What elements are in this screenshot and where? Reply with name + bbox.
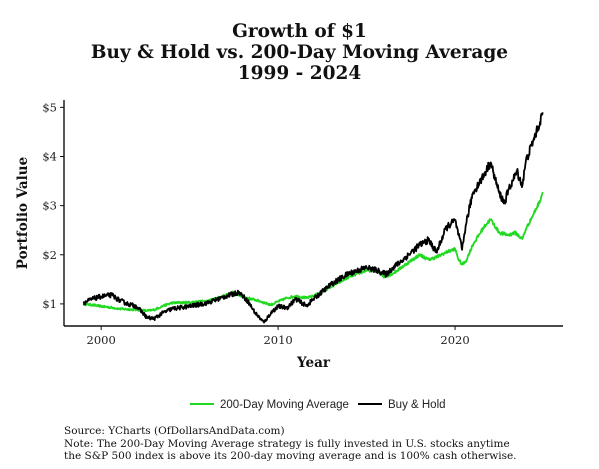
x-axis-title: Year (296, 355, 331, 371)
x-tick-label: 2000 (87, 333, 116, 347)
chart-title-line-3: 1999 - 2024 (237, 63, 362, 84)
series-layer (82, 112, 544, 324)
legend: 200-Day Moving Average Buy & Hold (190, 399, 446, 411)
chart-title-line-1: Growth of $1 (232, 21, 367, 42)
y-axis-title: Portfolio Value (15, 157, 31, 269)
footer-notes: Source: YCharts (OfDollarsAndData.com) N… (64, 425, 594, 463)
chart-title-line-2: Buy & Hold vs. 200-Day Moving Average (90, 42, 509, 63)
moving-average-line (82, 191, 544, 313)
y-tick-label: $4 (42, 150, 57, 164)
y-tick-label: $3 (42, 199, 57, 213)
legend-label-buy-hold: Buy & Hold (388, 399, 446, 411)
chart-title: Growth of $1 Buy & Hold vs. 200-Day Movi… (0, 21, 599, 84)
x-tick-label: 2020 (440, 333, 469, 347)
source-note: Source: YCharts (OfDollarsAndData.com) (64, 425, 285, 437)
methodology-note-line-1: Note: The 200-Day Moving Average strateg… (64, 437, 510, 450)
x-tick-label: 2010 (263, 333, 292, 347)
buy-hold-line (82, 112, 544, 324)
y-tick-label: $5 (42, 100, 57, 114)
axes-layer: $1 $2 $3 $4 $5 2000 2010 2020 (42, 100, 563, 347)
legend-label-200-day-ma: 200-Day Moving Average (220, 399, 349, 411)
y-tick-label: $1 (42, 297, 57, 311)
methodology-note-line-2: the S&P 500 index is above its 200-day m… (64, 450, 517, 462)
y-tick-label: $2 (42, 248, 57, 262)
